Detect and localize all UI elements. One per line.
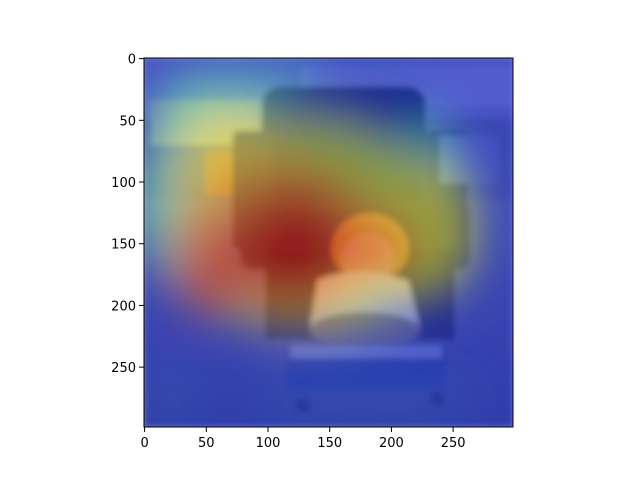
x-tick-label: 200 xyxy=(379,436,404,451)
heatmap-overlay xyxy=(144,58,513,427)
y-tick-label: 150 xyxy=(111,238,136,253)
y-tick-label: 0 xyxy=(128,53,136,68)
y-tick-label: 100 xyxy=(111,176,136,191)
x-axis: 0 50 100 150 200 250 xyxy=(140,427,466,451)
x-tick-label: 0 xyxy=(140,436,148,451)
x-tick-label: 150 xyxy=(317,436,342,451)
x-tick-label: 250 xyxy=(441,436,466,451)
y-tick-label: 200 xyxy=(111,299,136,314)
x-tick-label: 50 xyxy=(198,436,215,451)
y-tick-label: 250 xyxy=(111,361,136,376)
y-axis: 0 50 100 150 200 250 xyxy=(111,53,144,376)
axes-frame xyxy=(143,57,514,428)
image-area xyxy=(144,58,513,427)
x-tick-label: 100 xyxy=(256,436,281,451)
y-tick-label: 50 xyxy=(119,114,136,129)
